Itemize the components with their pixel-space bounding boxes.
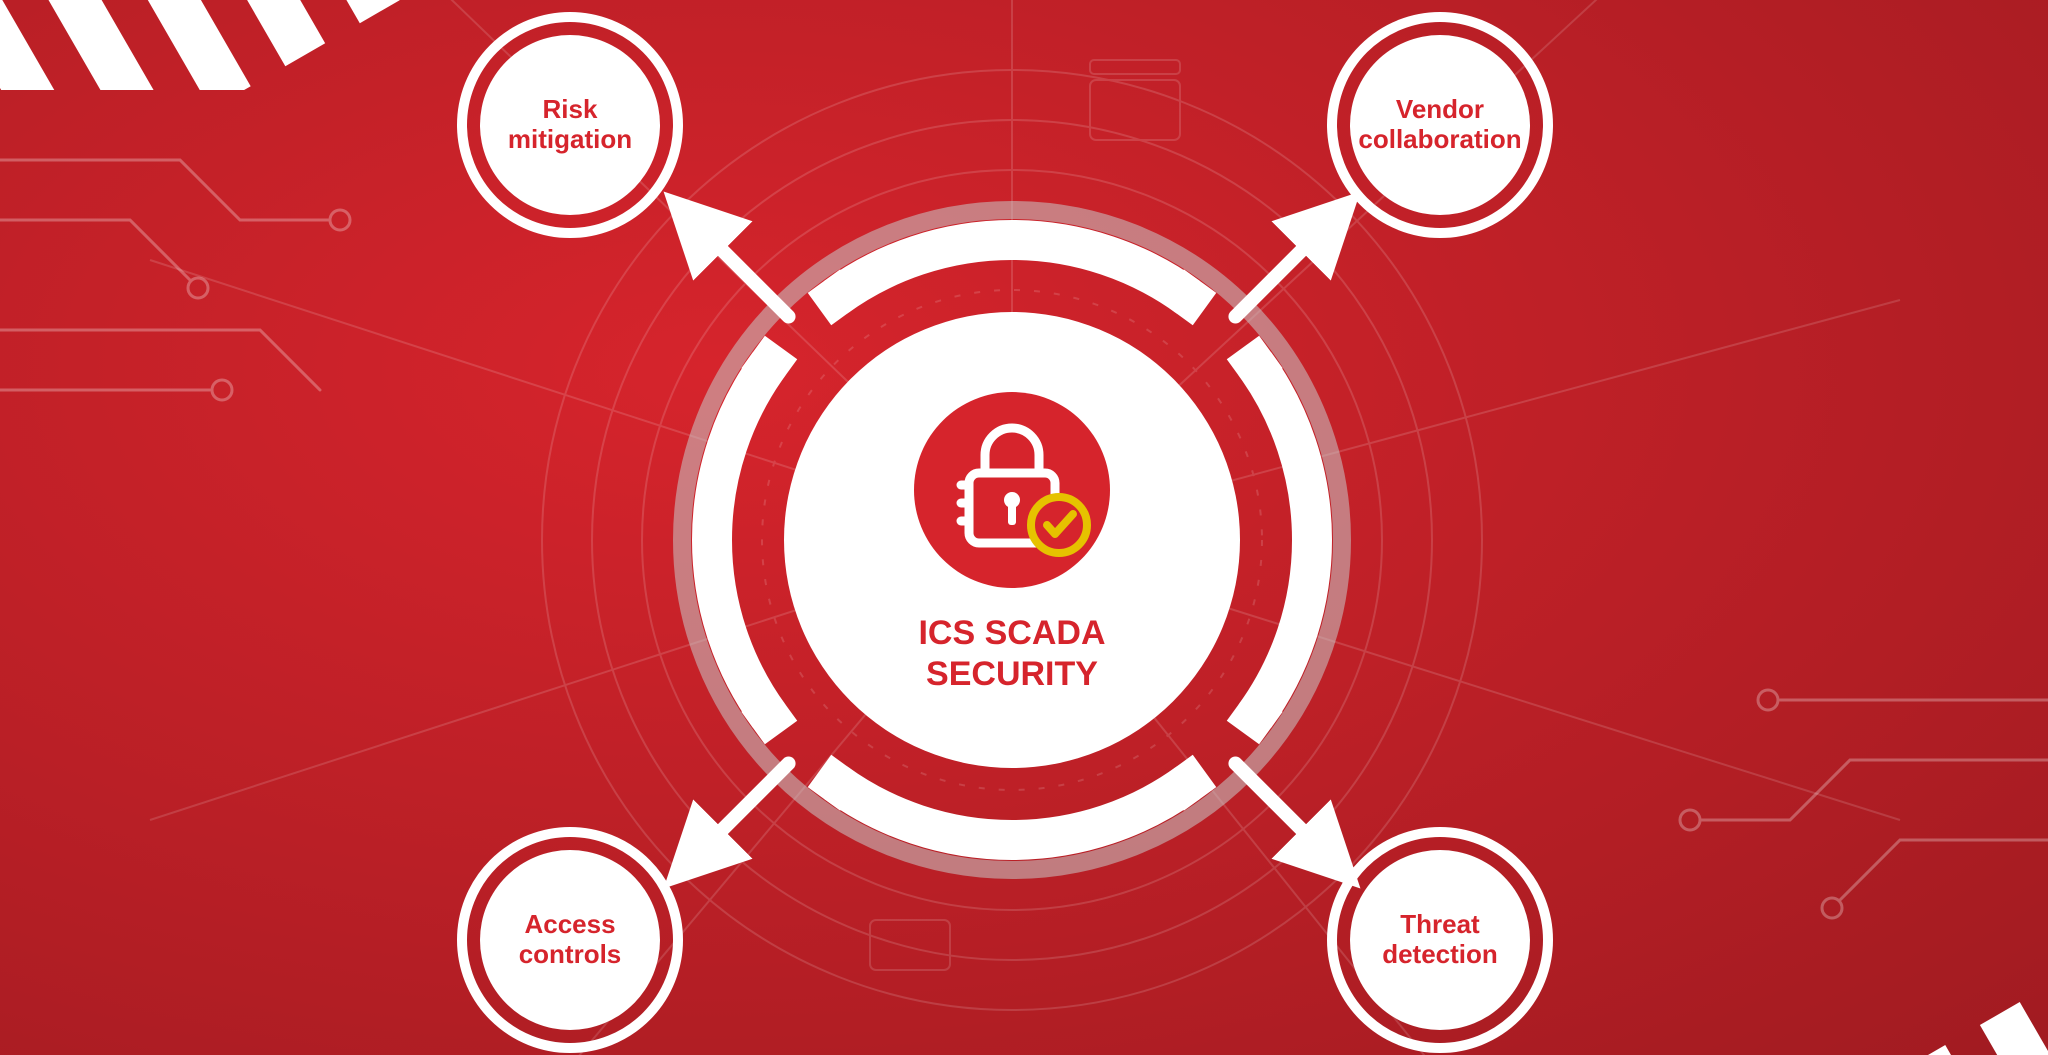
node-label: Vendorcollaboration — [1350, 35, 1530, 215]
node-threat-detection: Threatdetection — [1350, 850, 1530, 1030]
node-label-line1: Risk — [508, 95, 632, 125]
node-label-line1: Threat — [1382, 910, 1498, 940]
infographic-stage: ICS SCADA SECURITY RiskmitigationVendorc… — [0, 0, 2048, 1055]
node-label: Threatdetection — [1350, 850, 1530, 1030]
hub-title: ICS SCADA SECURITY — [918, 613, 1105, 695]
node-vendor-collaboration: Vendorcollaboration — [1350, 35, 1530, 215]
node-label-line2: mitigation — [508, 125, 632, 155]
node-label-line1: Access — [519, 910, 622, 940]
node-label-line1: Vendor — [1358, 95, 1521, 125]
node-label-line2: detection — [1382, 940, 1498, 970]
hub-title-line1: ICS SCADA — [918, 613, 1105, 654]
node-label-line2: controls — [519, 940, 622, 970]
node-label-line2: collaboration — [1358, 125, 1521, 155]
node-label: Riskmitigation — [480, 35, 660, 215]
lock-check-icon — [907, 385, 1117, 595]
node-risk-mitigation: Riskmitigation — [480, 35, 660, 215]
node-label: Accesscontrols — [480, 850, 660, 1030]
hub-title-line2: SECURITY — [918, 654, 1105, 695]
hub-center: ICS SCADA SECURITY — [784, 312, 1240, 768]
node-access-controls: Accesscontrols — [480, 850, 660, 1030]
